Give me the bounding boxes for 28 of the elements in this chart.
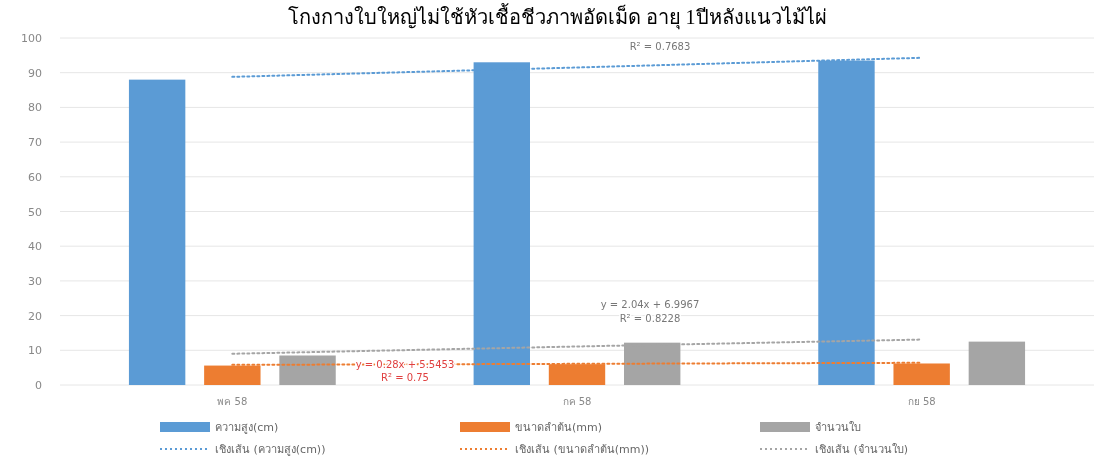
annotation: y = 2.04x + 6.9967: [600, 299, 700, 310]
y-tick-label: 0: [35, 379, 42, 392]
annotation: R² = 0.8228: [619, 313, 681, 324]
y-tick-label: 70: [28, 136, 42, 150]
x-tick-label: พค 58: [217, 396, 248, 407]
y-tick-label: 100: [21, 32, 42, 45]
annotation: R² = 0.75: [381, 372, 429, 383]
legend-label: จำนวนใบ: [815, 421, 861, 434]
legend-label: เชิงเส้น (ความสูง(cm)): [215, 443, 326, 456]
bar: [128, 79, 186, 385]
bar: [279, 355, 336, 385]
y-tick-label: 30: [28, 274, 42, 288]
y-tick-label: 90: [28, 66, 42, 80]
y-tick-label: 40: [28, 240, 42, 254]
y-tick-label: 20: [28, 309, 42, 323]
x-tick-label: กค 58: [562, 396, 592, 407]
legend-label: เชิงเส้น (ขนาดลำต้น(mm)): [515, 443, 650, 456]
y-tick-label: 10: [28, 344, 42, 358]
x-tick-label: กย 58: [907, 396, 936, 407]
y-tick-label: 50: [28, 205, 42, 219]
chart-title: โกงกางใบใหญ่ไม่ใช้หัวเชื้อชีวภาพอัดเม็ด อายุ 1ปีหลังแนวไม้ไผ่: [287, 3, 827, 30]
legend-label: ขนาดลำต้น(mm): [515, 421, 603, 434]
y-tick-label: 60: [28, 170, 42, 184]
legend-label: ความสูง(cm): [215, 421, 279, 434]
annotation: R² = 0.7683: [629, 41, 691, 52]
bar: [968, 341, 1026, 385]
y-tick-label: 80: [28, 101, 42, 115]
legend-label: เชิงเส้น (จำนวนใบ): [815, 443, 909, 456]
